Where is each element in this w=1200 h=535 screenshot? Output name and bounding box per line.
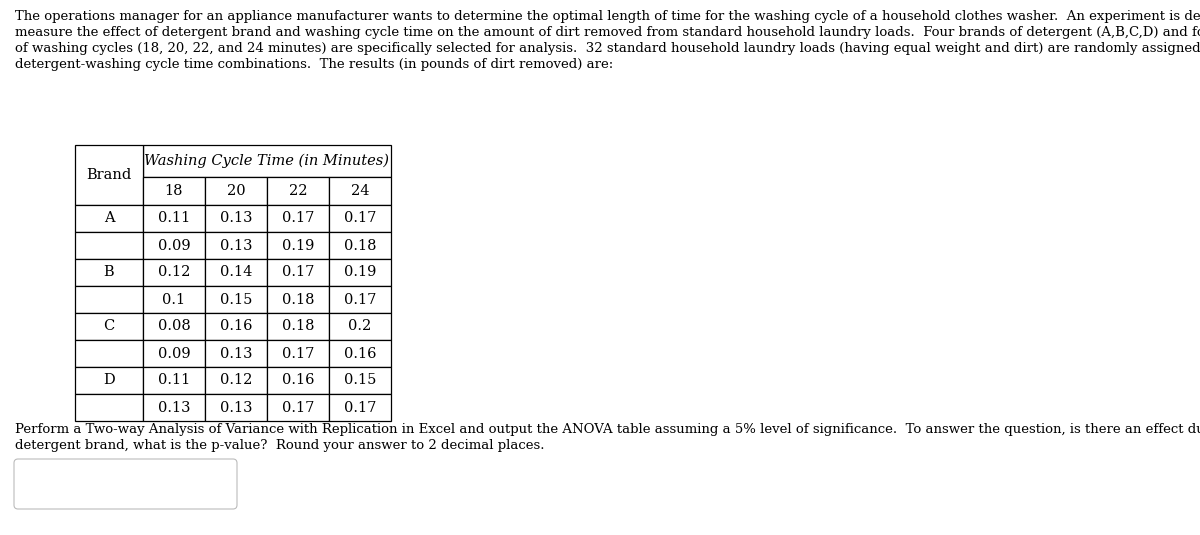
Text: 0.17: 0.17: [282, 265, 314, 279]
Text: 0.17: 0.17: [344, 293, 376, 307]
Text: Perform a Two-way Analysis of Variance with Replication in Excel and output the : Perform a Two-way Analysis of Variance w…: [14, 423, 1200, 436]
Bar: [143, 259, 205, 286]
Text: D: D: [103, 373, 115, 387]
Bar: [74, 205, 143, 232]
Text: 0.16: 0.16: [282, 373, 314, 387]
Text: Brand: Brand: [86, 168, 132, 182]
Bar: [74, 259, 143, 286]
Text: A: A: [103, 211, 114, 225]
Text: 0.12: 0.12: [220, 373, 252, 387]
Text: 0.12: 0.12: [158, 265, 190, 279]
Bar: [205, 259, 266, 286]
Text: 0.13: 0.13: [220, 211, 252, 225]
Text: 0.18: 0.18: [343, 239, 377, 253]
Text: 0.13: 0.13: [220, 401, 252, 415]
Bar: [143, 286, 205, 313]
Bar: [143, 177, 205, 205]
Bar: [74, 313, 143, 340]
Bar: [205, 286, 266, 313]
Text: The operations manager for an appliance manufacturer wants to determine the opti: The operations manager for an appliance …: [14, 10, 1200, 23]
Bar: [143, 145, 391, 177]
Bar: [74, 367, 143, 394]
Text: 0.2: 0.2: [348, 319, 372, 333]
Text: 0.16: 0.16: [220, 319, 252, 333]
Bar: [329, 394, 391, 421]
Bar: [205, 394, 266, 421]
Bar: [143, 232, 205, 259]
Bar: [329, 340, 391, 367]
Text: 0.13: 0.13: [220, 347, 252, 361]
Bar: [205, 232, 266, 259]
Text: 22: 22: [289, 184, 307, 198]
Text: 0.11: 0.11: [158, 373, 190, 387]
Text: 0.17: 0.17: [344, 211, 376, 225]
Text: 0.13: 0.13: [157, 401, 191, 415]
Bar: [74, 286, 143, 313]
Bar: [266, 205, 329, 232]
Bar: [266, 394, 329, 421]
Text: 0.17: 0.17: [344, 401, 376, 415]
Bar: [266, 340, 329, 367]
Bar: [266, 177, 329, 205]
Bar: [329, 232, 391, 259]
Bar: [329, 259, 391, 286]
Bar: [329, 177, 391, 205]
Bar: [143, 205, 205, 232]
Text: 0.15: 0.15: [220, 293, 252, 307]
Text: of washing cycles (18, 20, 22, and 24 minutes) are specifically selected for ana: of washing cycles (18, 20, 22, and 24 mi…: [14, 42, 1200, 55]
Bar: [266, 367, 329, 394]
Bar: [329, 286, 391, 313]
FancyBboxPatch shape: [14, 459, 238, 509]
Bar: [266, 232, 329, 259]
Text: 0.18: 0.18: [282, 293, 314, 307]
Bar: [74, 340, 143, 367]
Text: C: C: [103, 319, 115, 333]
Bar: [74, 145, 143, 205]
Text: 0.19: 0.19: [344, 265, 376, 279]
Text: 0.14: 0.14: [220, 265, 252, 279]
Text: 0.13: 0.13: [220, 239, 252, 253]
Text: B: B: [103, 265, 114, 279]
Text: 18: 18: [164, 184, 184, 198]
Text: 0.19: 0.19: [282, 239, 314, 253]
Text: measure the effect of detergent brand and washing cycle time on the amount of di: measure the effect of detergent brand an…: [14, 26, 1200, 39]
Text: detergent-washing cycle time combinations.  The results (in pounds of dirt remov: detergent-washing cycle time combination…: [14, 58, 613, 71]
Bar: [143, 313, 205, 340]
Text: 0.18: 0.18: [282, 319, 314, 333]
Bar: [266, 259, 329, 286]
Text: 0.16: 0.16: [343, 347, 377, 361]
Text: 20: 20: [227, 184, 245, 198]
Text: 0.1: 0.1: [162, 293, 186, 307]
Bar: [74, 232, 143, 259]
Bar: [266, 313, 329, 340]
Text: 0.17: 0.17: [282, 401, 314, 415]
Text: 0.17: 0.17: [282, 211, 314, 225]
Text: detergent brand, what is the p-value?  Round your answer to 2 decimal places.: detergent brand, what is the p-value? Ro…: [14, 439, 545, 452]
Text: 0.09: 0.09: [157, 347, 191, 361]
Text: 0.17: 0.17: [282, 347, 314, 361]
Bar: [205, 177, 266, 205]
Bar: [205, 205, 266, 232]
Bar: [143, 394, 205, 421]
Bar: [329, 367, 391, 394]
Bar: [329, 313, 391, 340]
Bar: [266, 286, 329, 313]
Bar: [205, 367, 266, 394]
Bar: [205, 313, 266, 340]
Text: 0.11: 0.11: [158, 211, 190, 225]
Bar: [329, 205, 391, 232]
Bar: [143, 367, 205, 394]
Text: Washing Cycle Time (in Minutes): Washing Cycle Time (in Minutes): [144, 154, 390, 168]
Text: 0.09: 0.09: [157, 239, 191, 253]
Bar: [205, 340, 266, 367]
Bar: [74, 394, 143, 421]
Text: 0.15: 0.15: [344, 373, 376, 387]
Text: 24: 24: [350, 184, 370, 198]
Text: 0.08: 0.08: [157, 319, 191, 333]
Bar: [143, 340, 205, 367]
